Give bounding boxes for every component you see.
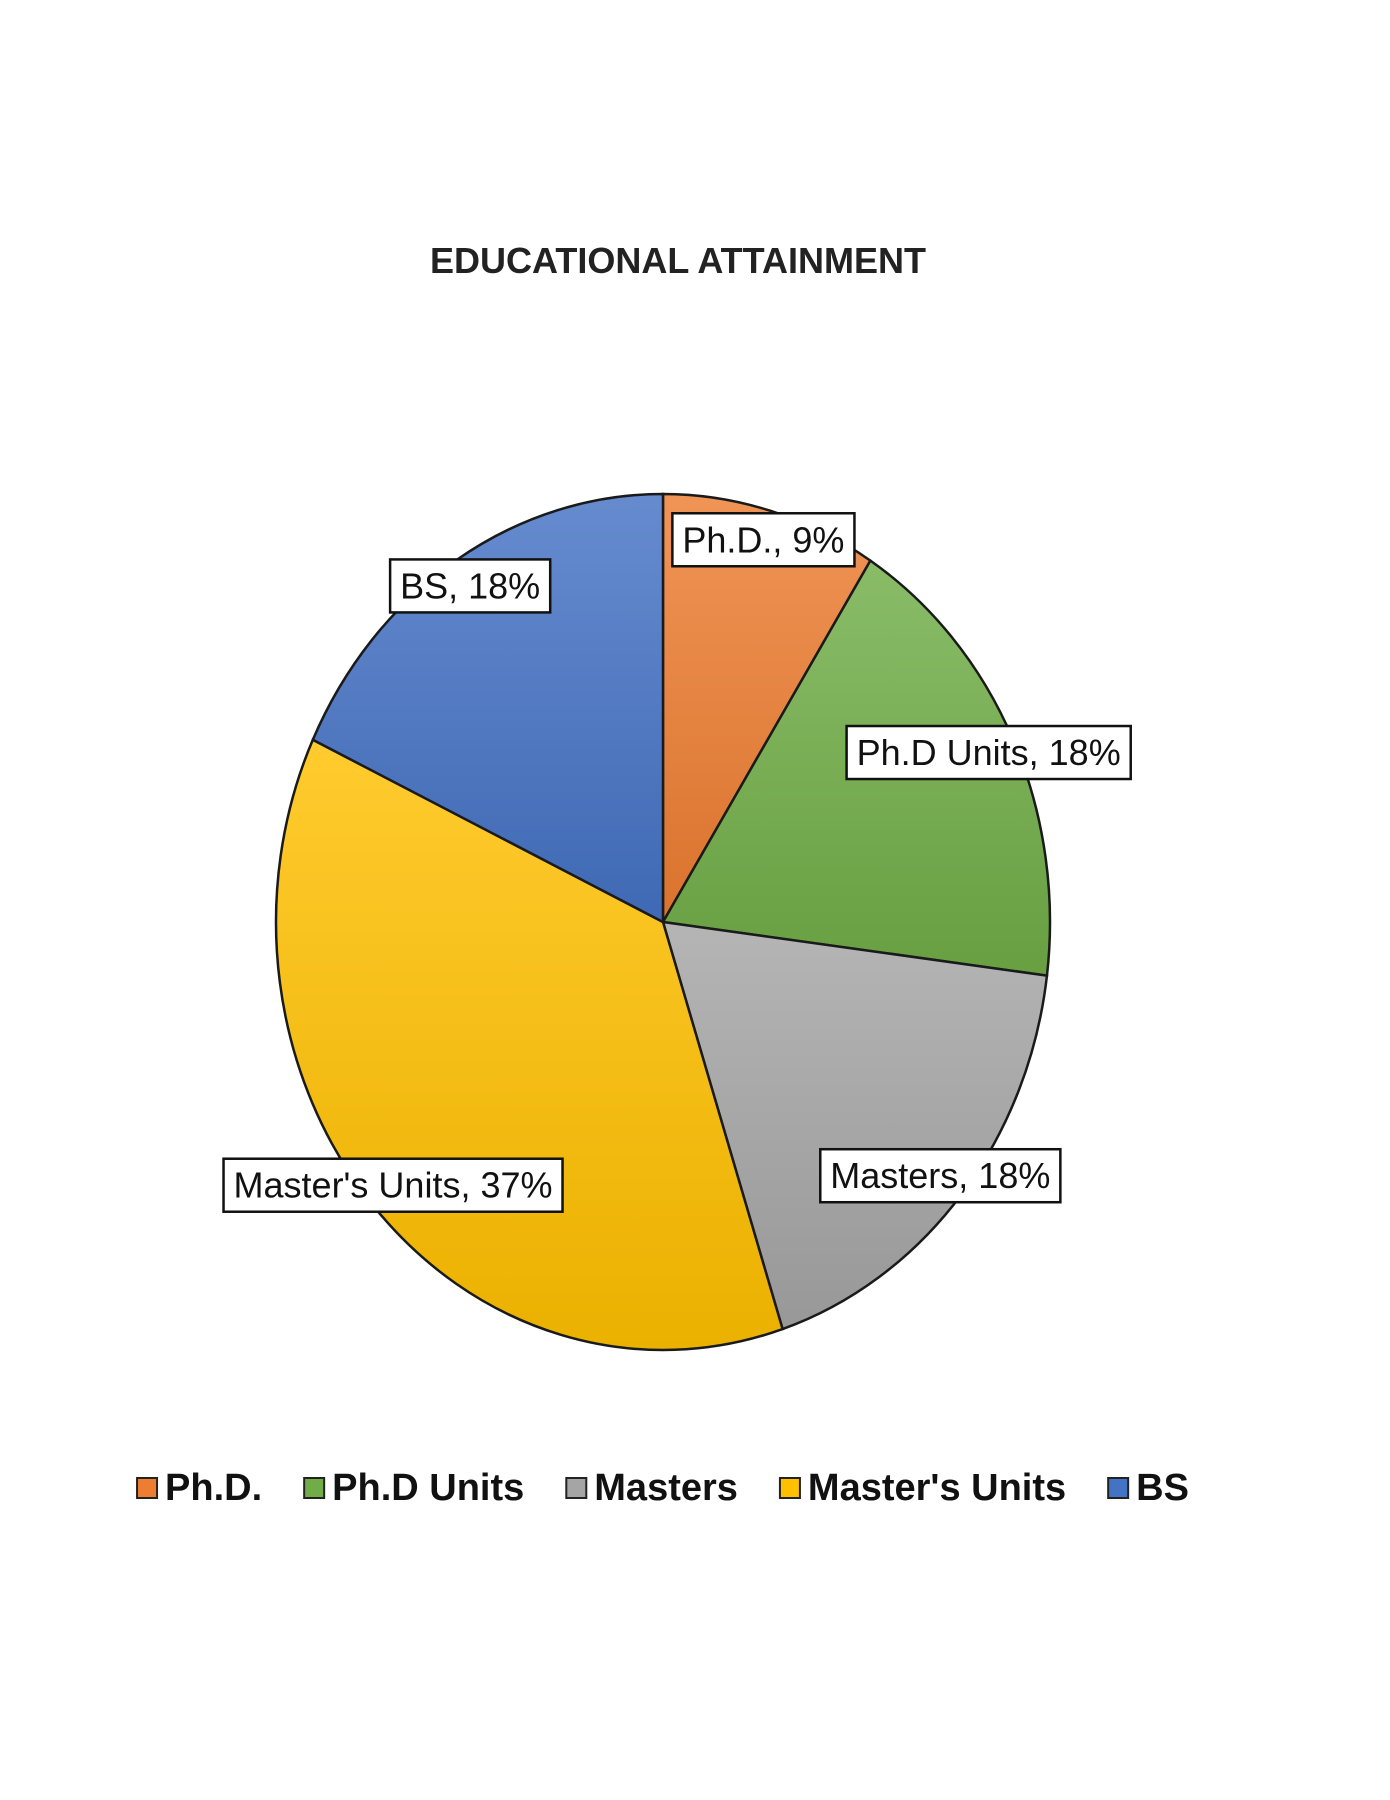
data-label-ph-d: Ph.D., 9%	[671, 512, 856, 568]
pie-slice-ph-d	[661, 492, 873, 927]
data-label-master-s-units: Master's Units, 37%	[222, 1157, 564, 1213]
legend-item-ph-d-units: Ph.D Units	[303, 1467, 524, 1509]
legend-swatch	[778, 1477, 801, 1499]
legend-item-bs: BS	[1107, 1467, 1189, 1509]
legend-swatch	[136, 1477, 159, 1499]
legend-label: Masters	[594, 1467, 738, 1509]
data-labels: Ph.D., 9% Ph.D Units, 18% Masters, 18% Mast…	[222, 512, 1132, 1213]
svg-text:Ph.D., 9%: Ph.D., 9%	[682, 519, 844, 560]
chart-title: EDUCATIONAL ATTAINMENT	[430, 240, 926, 281]
data-label-bs: BS, 18%	[388, 558, 552, 614]
legend-swatch	[303, 1477, 326, 1499]
legend-item-ph-d: Ph.D.	[136, 1467, 262, 1509]
data-label-ph-d-units: Ph.D Units, 18%	[845, 724, 1132, 781]
legend-label: BS	[1136, 1467, 1189, 1509]
legend-label: Master's Units	[808, 1467, 1066, 1509]
legend-label: Ph.D Units	[332, 1467, 524, 1509]
legend-swatch	[1107, 1477, 1130, 1499]
legend-item-masters: Masters	[565, 1467, 738, 1509]
legend-label: Ph.D.	[165, 1467, 262, 1509]
legend-item-master-s-units: Master's Units	[778, 1467, 1066, 1509]
data-label-masters: Masters, 18%	[819, 1147, 1062, 1204]
legend-swatch	[565, 1477, 588, 1499]
svg-text:Masters, 18%: Masters, 18%	[830, 1155, 1050, 1196]
svg-text:Ph.D Units, 18%: Ph.D Units, 18%	[857, 732, 1121, 773]
legend: Ph.D. Ph.D Units Masters Master's Units BS	[136, 1467, 1189, 1509]
svg-text:Master's Units, 37%: Master's Units, 37%	[234, 1165, 553, 1206]
svg-text:BS, 18%: BS, 18%	[400, 565, 540, 606]
pie	[274, 492, 1052, 1352]
